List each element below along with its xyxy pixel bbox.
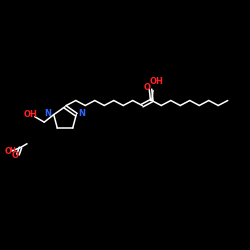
Text: O: O <box>4 146 12 156</box>
Text: O: O <box>12 151 18 160</box>
Text: O: O <box>144 83 151 92</box>
Text: OH: OH <box>23 110 37 119</box>
Text: OH: OH <box>150 77 164 86</box>
Text: N: N <box>78 109 85 118</box>
Text: H: H <box>10 148 15 154</box>
Text: N: N <box>45 109 52 118</box>
